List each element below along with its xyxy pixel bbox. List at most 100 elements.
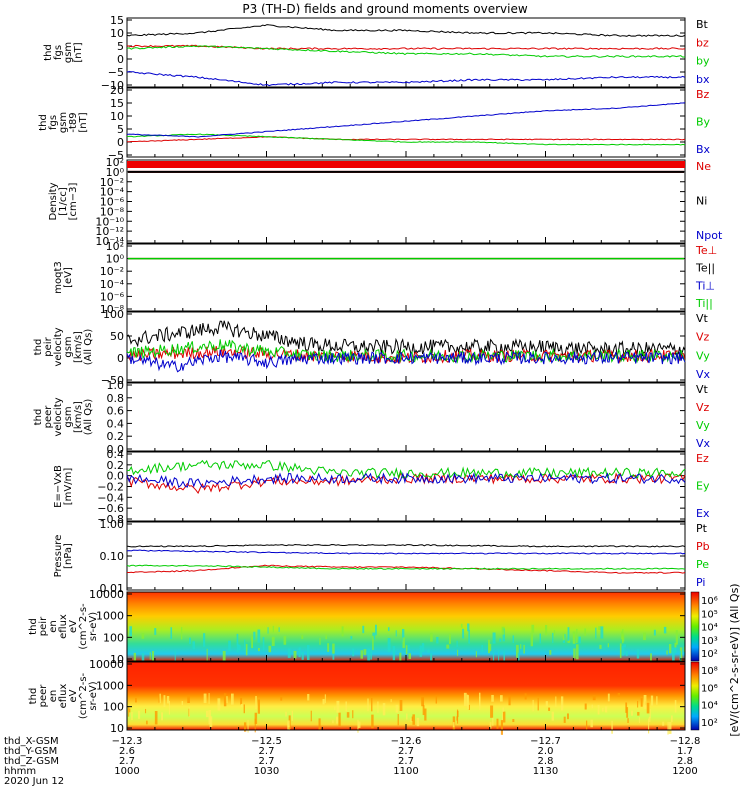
legend-e-field-0: Ez — [696, 452, 709, 465]
peer-spec-colorbar-tick: 10² — [701, 718, 718, 729]
peir-velocity-ylabel-line: gsm — [63, 336, 74, 357]
ytick-label: 10⁻² — [100, 176, 124, 189]
fgs-gsm-t89-ylabel-line: fgs — [48, 115, 59, 130]
ytick-label: 10⁻⁸ — [100, 205, 125, 218]
series-peir-velocity-3 — [126, 349, 686, 373]
legend-fgs-gsm-2: by — [696, 55, 710, 68]
xaxis-row-label: thd_X-GSM — [4, 736, 59, 747]
ytick-label: −5 — [108, 66, 124, 79]
peer-velocity-ylabel-line: velocity — [53, 397, 64, 436]
xaxis-row-value: −12.3 — [112, 736, 143, 747]
series-pressure-2 — [126, 564, 686, 570]
peer-velocity-ylabel-line: (All Qs) — [83, 399, 94, 436]
ytick-label: 0 — [117, 136, 124, 149]
fgs-gsm-frame — [126, 17, 686, 88]
ytick-label: 0.0 — [107, 443, 125, 456]
legend-pressure-3: Pi — [696, 576, 705, 589]
legend-peer-velocity-0: Vt — [696, 383, 709, 396]
legend-pressure-1: Pb — [696, 540, 710, 553]
peer-spec-ylabel-line: eV — [68, 689, 79, 702]
peer-velocity-frame — [126, 382, 686, 452]
ytick-label: 5 — [117, 40, 124, 53]
ytick-label: −5 — [108, 149, 124, 162]
ytick-label: −0.8 — [97, 513, 124, 526]
fgs-gsm-ylabel-line: gsm — [63, 42, 74, 63]
legend-fgs-gsm-t89-1: By — [696, 116, 711, 129]
xaxis-date: 2020 Jun 12 — [4, 776, 64, 787]
panel-peer-spec: 10000 1000 100 10 thd peer en eflux eV (cm^2-s-sr… — [28, 658, 718, 735]
fgs-gsm-t89-ylabel-line: -t89 — [68, 112, 79, 132]
traces-fgs-gsm — [126, 24, 686, 87]
ytick-label: 10⁻² — [100, 265, 124, 278]
legend-peir-velocity-2: Vy — [696, 349, 710, 362]
xaxis-row-value: 1200 — [672, 766, 697, 777]
ytick-label: 10000 — [89, 588, 124, 601]
legend-temperature-2: Ti⊥ — [695, 279, 715, 292]
ytick-label: 10⁻¹⁰ — [95, 215, 124, 228]
density-ylabel-line: [1/cc] — [58, 187, 69, 216]
xaxis-row-label: thd_Z-GSM — [4, 756, 59, 767]
ytick-label: 10000 — [89, 658, 124, 671]
peir-velocity-ylabel-line: peir — [43, 336, 54, 356]
legend-pressure-2: Pe — [696, 558, 709, 571]
legend-temperature-1: Te|| — [695, 262, 715, 275]
series-fgs-gsm-0 — [126, 24, 686, 37]
ytick-label: 1.00 — [100, 518, 125, 531]
peir-spec-ylabel-line: en — [48, 620, 59, 633]
legend-peir-velocity-0: Vt — [696, 312, 709, 325]
ytick-label: 0.6 — [107, 405, 125, 418]
density-ylabel-line: Density — [48, 182, 59, 220]
legend-fgs-gsm-3: bx — [696, 73, 710, 86]
peir-velocity-ylabel-line: [km/s] — [73, 331, 84, 363]
fgs-gsm-t89-ylabel-line: [nT] — [78, 112, 89, 132]
xaxis-row-value: −12.8 — [670, 736, 701, 747]
peir-spec-ylabel-line: (cm^2-s- — [78, 603, 89, 650]
ytick-label: −0.4 — [97, 491, 124, 504]
legend-pressure-0: Pt — [696, 522, 708, 535]
ytick-label: 10⁻¹⁴ — [95, 235, 124, 248]
ytick-label: 10⁻¹² — [95, 225, 124, 238]
xaxis-row-value: 2.7 — [259, 756, 275, 767]
traces-pressure — [126, 543, 686, 574]
series-pressure-0 — [126, 543, 686, 548]
peer-spec-colorbar-tick: 10⁸ — [701, 666, 718, 677]
panel-pressure: 1.00 0.10 0.01 Pressure [nPa] Pt Pb Pe Pi — [53, 518, 710, 595]
fgs-gsm-t89-frame — [126, 87, 686, 158]
xaxis-row-value: 2.7 — [398, 746, 414, 757]
panel-e-field: 0.40.20.0−0.2−0.4−0.6−0.8 E=−VxB [mV/m] Ez E… — [53, 448, 710, 526]
ytick-label: 1.0 — [107, 379, 125, 392]
peer-spec-colorbar — [690, 661, 700, 731]
legend-peer-velocity-1: Vz — [696, 401, 710, 414]
ytick-label: 0.0 — [107, 470, 125, 483]
ytick-label: 0.2 — [107, 459, 125, 472]
x-axis-labels: thd_X-GSM −12.3 −12.5 −12.6 −12.7 −12.8 thd_Y-… — [4, 736, 700, 787]
ytick-label: 5 — [117, 123, 124, 136]
ytick-label: 0.4 — [107, 417, 125, 430]
ytick-label: 0.8 — [107, 392, 125, 405]
pressure-ylabel-line: Pressure — [53, 535, 64, 578]
ytick-label: 0.4 — [107, 448, 125, 461]
xaxis-row-value: 2.7 — [119, 756, 135, 767]
xaxis-row-value: 2.8 — [538, 756, 554, 767]
ytick-label: −10 — [101, 79, 124, 92]
xaxis-row-value: 2.7 — [398, 756, 414, 767]
temperature-frame — [126, 243, 686, 312]
panel-peer-velocity: 1.00.80.60.40.20.0 thd peer velocity gsm [km/… — [33, 379, 711, 456]
peir-spec-colorbar — [690, 591, 700, 662]
ytick-label: 0 — [117, 352, 124, 365]
ytick-label: 10⁰ — [106, 166, 125, 179]
peer-spec-colorbar-tick: 10⁶ — [701, 683, 718, 694]
temperature-ylabel-line: moqt3 — [53, 261, 64, 294]
ytick-label: 100 — [103, 631, 124, 644]
peir-spec-ylabel-line: sr-eV) — [88, 612, 99, 641]
ytick-label: 20 — [110, 84, 124, 97]
ytick-label: 100 — [103, 701, 124, 714]
ytick-label: 10⁻⁶ — [100, 196, 125, 209]
